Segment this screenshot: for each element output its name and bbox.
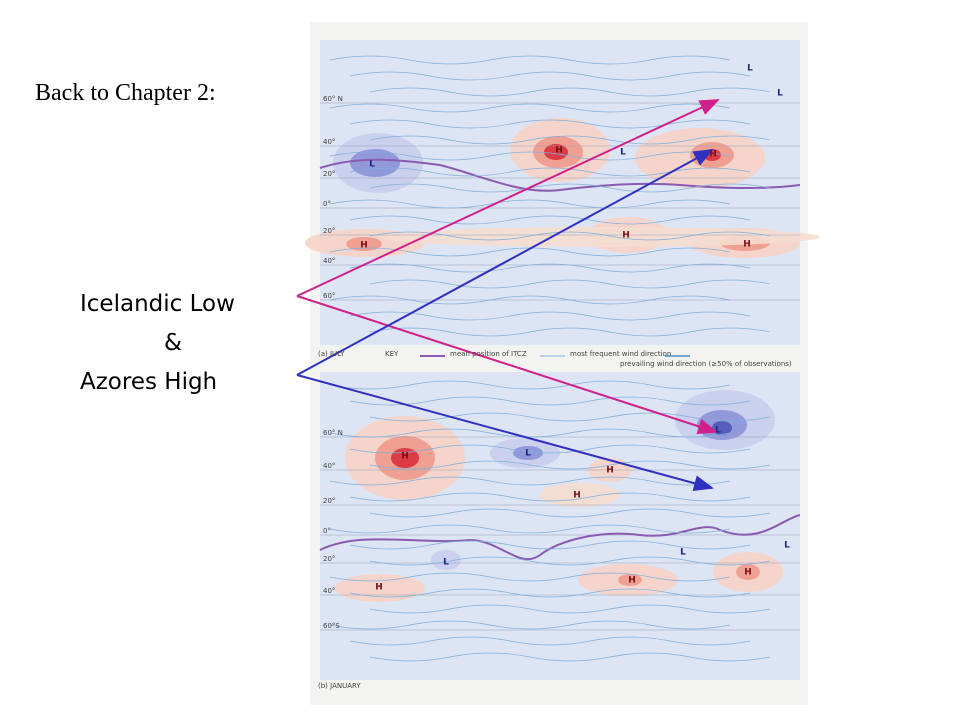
pressure-label: L — [369, 160, 375, 170]
latitude-label: 40° — [323, 257, 335, 265]
latitude-label: 60° N — [323, 429, 343, 437]
wind-streamline — [329, 103, 731, 113]
pressure-label: H — [401, 452, 409, 462]
arrow — [296, 374, 714, 491]
wind-streamline — [349, 167, 751, 177]
latitude-label: 40° — [323, 138, 335, 146]
pressure-label: H — [743, 240, 751, 250]
pressure-label: H — [744, 568, 752, 578]
wind-streamline — [329, 572, 731, 582]
key-text: prevailing wind direction (≥50% of obser… — [620, 360, 792, 368]
latitude-label: 60°S — [323, 622, 340, 630]
wind-streamline — [349, 588, 751, 598]
pressure-label: H — [709, 150, 717, 160]
itcz-line — [319, 158, 801, 192]
wind-streamline — [369, 604, 771, 614]
wind-streamline — [369, 508, 771, 518]
panel-label: (b) JANUARY — [318, 682, 361, 690]
wind-streamline — [349, 444, 751, 454]
pressure-label: H — [628, 576, 636, 586]
wind-streamline — [369, 652, 771, 662]
callout-line: & — [164, 330, 182, 356]
latitude-label: 0° — [323, 527, 331, 535]
latitude-label: 0° — [323, 200, 331, 208]
pressure-label: H — [573, 491, 581, 501]
wind-streamline — [349, 636, 751, 646]
pressure-label: L — [525, 449, 531, 459]
panel-label: (a) JULY — [318, 350, 345, 358]
wind-streamline — [349, 215, 751, 225]
callout-line: Azores High — [80, 369, 217, 395]
latitude-label: 20° — [323, 497, 335, 505]
latitude-label: 20° — [323, 170, 335, 178]
chapter-link[interactable]: Back to Chapter 2: — [35, 80, 216, 106]
wind-streamline — [329, 476, 731, 486]
pressure-label: L — [777, 89, 783, 99]
pressure-area — [618, 574, 642, 586]
pressure-label: H — [375, 583, 383, 593]
wind-streamline — [369, 412, 771, 422]
wind-streamline — [329, 199, 731, 209]
key-title: KEY — [385, 350, 399, 358]
wind-streamline — [369, 135, 771, 145]
pressure-label: H — [606, 466, 614, 476]
pressure-label: H — [622, 231, 630, 241]
arrow — [296, 295, 718, 435]
wind-streamline — [349, 492, 751, 502]
key-text: most frequent wind direction — [570, 350, 671, 358]
pressure-label: H — [555, 146, 563, 156]
pressure-area — [736, 564, 760, 580]
wind-streamline — [349, 396, 751, 406]
wind-streamline — [369, 327, 771, 337]
callout-line: Icelandic Low — [80, 291, 235, 317]
latitude-label: 40° — [323, 462, 335, 470]
wind-streamline — [369, 231, 771, 241]
arrow — [296, 99, 720, 297]
wind-streamline — [349, 71, 751, 81]
pressure-label: L — [620, 148, 626, 158]
pressure-label: L — [680, 548, 686, 558]
pressure-area — [513, 446, 543, 460]
pressure-label: L — [443, 558, 449, 568]
pressure-area — [544, 144, 568, 160]
map-lines — [319, 55, 801, 662]
arrow — [296, 149, 714, 376]
latitude-label: 20° — [323, 555, 335, 563]
wind-streamline — [349, 540, 751, 550]
pressure-area — [380, 227, 820, 247]
pressure-label: L — [715, 426, 721, 436]
wind-streamline — [369, 279, 771, 289]
wind-streamline — [349, 311, 751, 321]
pressure-label: L — [784, 541, 790, 551]
wind-streamline — [369, 183, 771, 193]
wind-streamline — [329, 55, 731, 65]
wind-streamline — [329, 380, 731, 390]
july-map — [320, 40, 800, 345]
pressure-area — [346, 237, 382, 251]
latitude-label: 40° — [323, 587, 335, 595]
latitude-label: 60° — [323, 292, 335, 300]
wind-streamline — [329, 295, 731, 305]
wind-streamline — [369, 460, 771, 470]
wind-streamline — [329, 428, 731, 438]
latitude-label: 60° N — [323, 95, 343, 103]
latitude-label: 20° — [323, 227, 335, 235]
wind-streamline — [369, 87, 771, 97]
wind-streamline — [329, 620, 731, 630]
pressure-area — [431, 550, 461, 570]
wind-streamline — [349, 119, 751, 129]
wind-streamline — [329, 151, 731, 161]
wind-streamline — [349, 263, 751, 273]
wind-streamline — [329, 524, 731, 534]
key-text: mean position of ITCZ — [450, 350, 527, 358]
pressure-label: L — [747, 64, 753, 74]
wind-streamline — [369, 556, 771, 566]
pressure-label: H — [360, 241, 368, 251]
itcz-line — [319, 514, 801, 561]
